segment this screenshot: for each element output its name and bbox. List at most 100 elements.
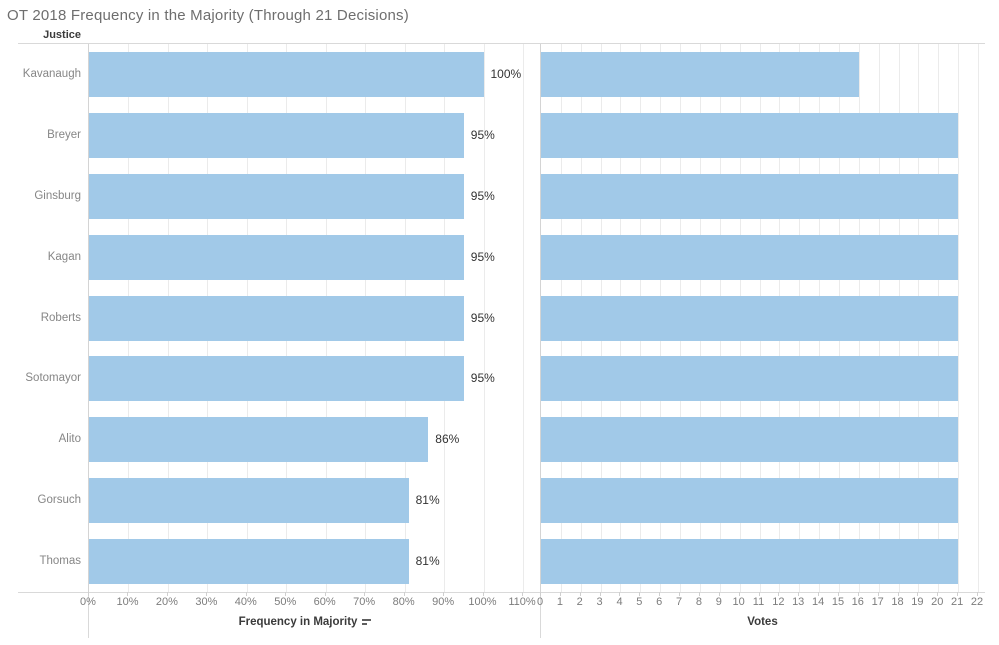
sort-descending-icon[interactable] xyxy=(362,619,372,627)
votes-bar-kavanaugh[interactable] xyxy=(541,51,859,97)
axis-tick xyxy=(977,592,978,596)
gridline xyxy=(958,44,959,592)
x-axis-title-votes-label: Votes xyxy=(747,616,778,628)
category-label-roberts[interactable]: Roberts xyxy=(40,311,81,324)
frequency-tick-label-30pct: 30% xyxy=(195,596,218,608)
votes-bar-kagan[interactable] xyxy=(541,234,959,280)
gridline xyxy=(978,44,979,592)
frequency-value-label-roberts: 95% xyxy=(470,310,495,325)
axis-tick xyxy=(522,592,523,596)
axis-tick xyxy=(917,592,918,596)
chart-title: OT 2018 Frequency in the Majority (Throu… xyxy=(7,7,409,24)
axis-tick xyxy=(580,592,581,596)
frequency-bar-sotomayor[interactable] xyxy=(89,356,464,402)
votes-tick-label-0: 0 xyxy=(536,596,544,608)
votes-bar-ginsburg[interactable] xyxy=(541,173,959,219)
votes-tick-label-22: 22 xyxy=(970,596,984,608)
right-axis-corner-line xyxy=(540,592,541,638)
votes-bar-thomas[interactable] xyxy=(541,539,959,585)
gridline xyxy=(484,44,485,592)
votes-tick-label-8: 8 xyxy=(695,596,702,608)
votes-bar-roberts[interactable] xyxy=(541,295,959,341)
axis-tick xyxy=(285,592,286,596)
category-label-kagan[interactable]: Kagan xyxy=(47,250,81,263)
x-axis-title-frequency[interactable]: Frequency in Majority xyxy=(88,616,522,628)
x-axis-title-votes[interactable]: Votes xyxy=(540,616,985,628)
frequency-tick-label-90pct: 90% xyxy=(432,596,455,608)
votes-tick-label-9: 9 xyxy=(715,596,722,608)
category-label-ginsburg[interactable]: Ginsburg xyxy=(34,189,81,202)
frequency-tick-label-10pct: 10% xyxy=(116,596,139,608)
axis-tick xyxy=(858,592,859,596)
votes-tick-label-1: 1 xyxy=(556,596,563,608)
votes-tick-label-10: 10 xyxy=(732,596,745,608)
axis-tick xyxy=(878,592,879,596)
axis-tick xyxy=(167,592,168,596)
votes-tick-label-14: 14 xyxy=(811,596,825,608)
axis-tick xyxy=(739,592,740,596)
axis-tick xyxy=(404,592,405,596)
axis-tick xyxy=(443,592,444,596)
frequency-bar-gorsuch[interactable] xyxy=(89,478,409,524)
votes-tick-label-7: 7 xyxy=(675,596,683,608)
axis-tick xyxy=(540,592,541,596)
axis-tick xyxy=(818,592,819,596)
category-label-breyer[interactable]: Breyer xyxy=(47,128,81,141)
votes-bar-alito[interactable] xyxy=(541,417,959,463)
votes-tick-label-20: 20 xyxy=(931,596,944,608)
frequency-bar-thomas[interactable] xyxy=(89,539,409,585)
frequency-value-label-gorsuch: 81% xyxy=(415,493,440,508)
frequency-value-label-sotomayor: 95% xyxy=(470,371,495,386)
frequency-tick-label-70pct: 70% xyxy=(353,596,376,608)
votes-tick-label-21: 21 xyxy=(950,596,964,608)
axis-tick xyxy=(364,592,365,596)
frequency-tick-label-50pct: 50% xyxy=(274,596,297,608)
category-label-sotomayor[interactable]: Sotomayor xyxy=(25,372,81,385)
frequency-bar-kagan[interactable] xyxy=(89,234,464,280)
category-label-gorsuch[interactable]: Gorsuch xyxy=(37,494,81,507)
axis-tick xyxy=(778,592,779,596)
axis-tick xyxy=(898,592,899,596)
frequency-value-label-ginsburg: 95% xyxy=(470,188,495,203)
x-axis-title-frequency-label: Frequency in Majority xyxy=(238,616,358,628)
votes-bar-gorsuch[interactable] xyxy=(541,478,959,524)
axis-tick xyxy=(699,592,700,596)
axis-tick xyxy=(659,592,660,596)
category-label-kavanaugh[interactable]: Kavanaugh xyxy=(22,67,81,80)
votes-panel xyxy=(540,44,986,592)
left-axis-corner-line xyxy=(88,592,89,638)
votes-bar-sotomayor[interactable] xyxy=(541,356,959,402)
frequency-tick-label-110pct: 110% xyxy=(508,596,536,608)
frequency-bar-roberts[interactable] xyxy=(89,295,464,341)
frequency-value-label-thomas: 81% xyxy=(415,554,440,569)
frequency-bar-ginsburg[interactable] xyxy=(89,173,464,219)
axis-tick xyxy=(937,592,938,596)
row-header-justice[interactable]: Justice xyxy=(43,29,81,41)
frequency-panel: 100% 95% 95% 95% 95% 95% 86% 81% 81% xyxy=(88,44,524,592)
category-label-thomas[interactable]: Thomas xyxy=(39,555,81,568)
frequency-tick-label-40pct: 40% xyxy=(234,596,257,608)
frequency-value-label-kagan: 95% xyxy=(470,249,495,264)
frequency-tick-label-0pct: 0% xyxy=(80,596,96,608)
frequency-bar-kavanaugh[interactable] xyxy=(89,51,484,97)
frequency-bar-breyer[interactable] xyxy=(89,112,464,158)
votes-tick-label-4: 4 xyxy=(616,596,623,608)
axis-tick xyxy=(619,592,620,596)
votes-tick-label-11: 11 xyxy=(752,596,765,608)
axis-tick xyxy=(639,592,640,596)
votes-tick-label-17: 17 xyxy=(871,596,884,608)
votes-tick-label-12: 12 xyxy=(772,596,785,608)
axis-tick xyxy=(957,592,958,596)
axis-tick xyxy=(679,592,680,596)
axis-tick xyxy=(127,592,128,596)
category-label-alito[interactable]: Alito xyxy=(58,433,81,446)
axis-tick xyxy=(206,592,207,596)
axis-tick xyxy=(325,592,326,596)
votes-bar-breyer[interactable] xyxy=(541,112,959,158)
votes-tick-label-3: 3 xyxy=(596,596,603,608)
axis-tick xyxy=(246,592,247,596)
votes-tick-label-15: 15 xyxy=(831,596,845,608)
frequency-bar-alito[interactable] xyxy=(89,417,429,463)
axis-tick xyxy=(483,592,484,596)
